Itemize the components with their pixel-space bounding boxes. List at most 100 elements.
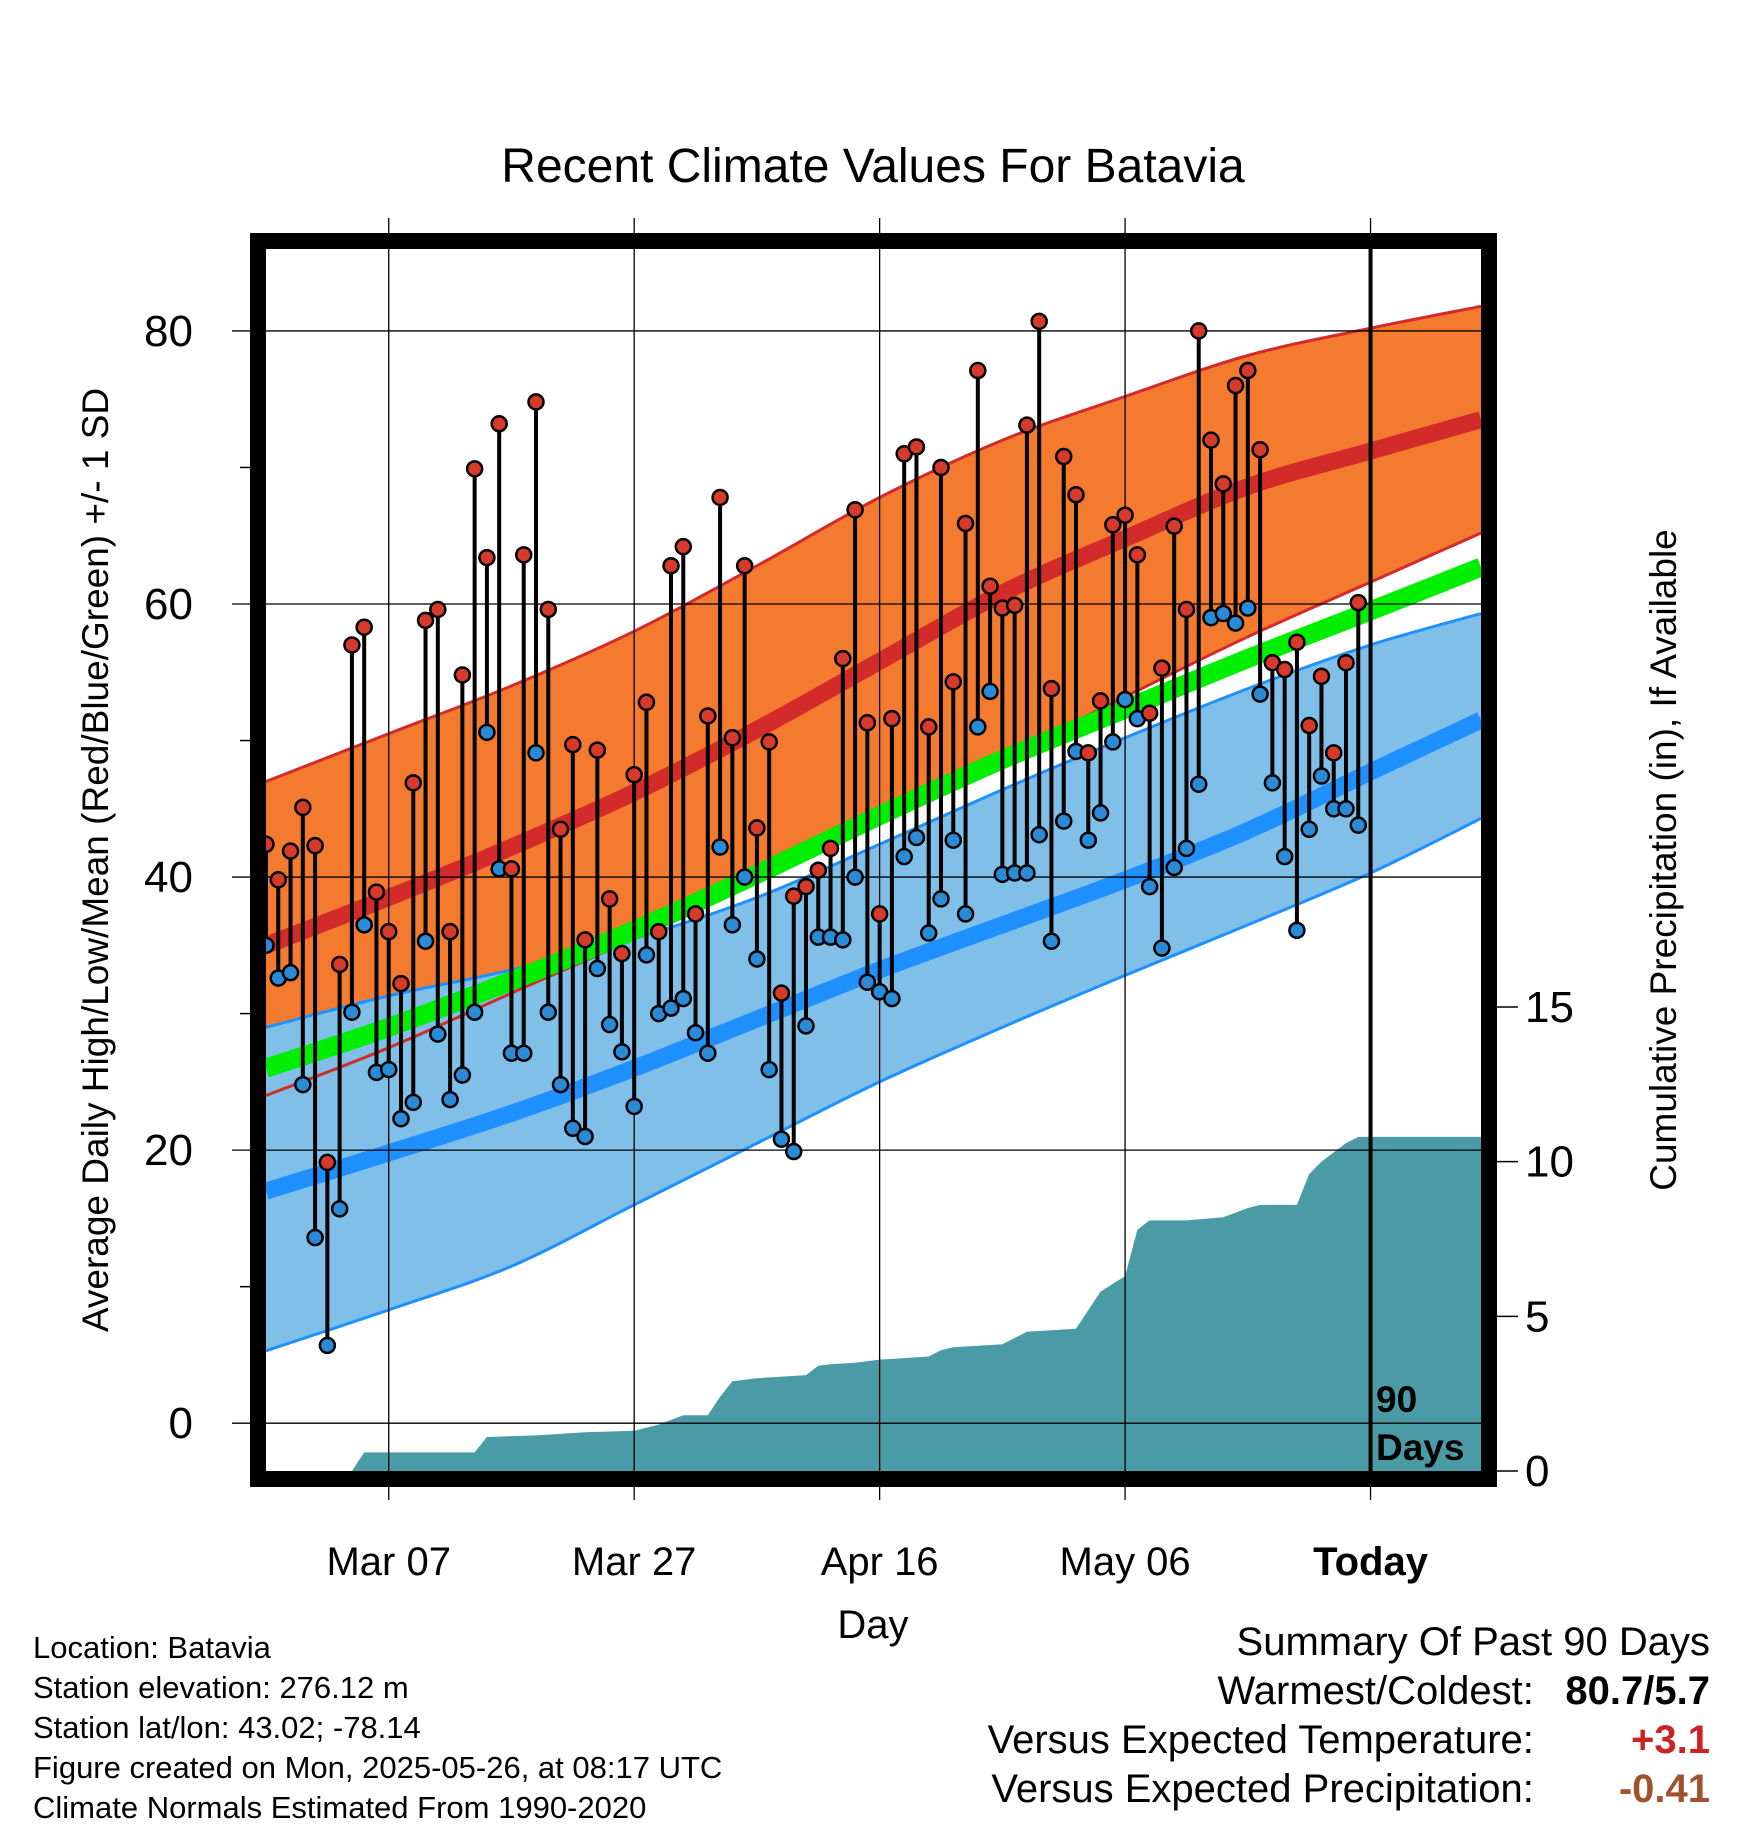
daily-low-point xyxy=(686,1023,705,1042)
today-label-line2: Days xyxy=(1376,1427,1464,1468)
daily-low-point xyxy=(1239,599,1257,617)
daily-high-point xyxy=(281,842,300,860)
daily-low-point xyxy=(1189,775,1208,793)
y2-tick-label: 5 xyxy=(1525,1292,1549,1341)
daily-high-point xyxy=(907,438,926,456)
daily-high-point xyxy=(1288,633,1306,651)
daily-low-point xyxy=(514,1044,533,1062)
daily-high-point xyxy=(674,537,693,556)
daily-low-point xyxy=(1177,839,1196,858)
daily-low-point xyxy=(551,1075,570,1094)
daily-low-point xyxy=(1018,864,1036,882)
temp-anomaly-value: +3.1 xyxy=(1631,1718,1710,1762)
daily-low-point xyxy=(907,828,926,847)
daily-high-point xyxy=(355,618,373,636)
daily-low-point xyxy=(379,1060,398,1079)
daily-high-point xyxy=(392,974,410,993)
normals-text: Climate Normals Estimated From 1990-2020 xyxy=(33,1790,647,1825)
daily-high-point xyxy=(1312,667,1331,686)
daily-low-point xyxy=(784,1142,803,1161)
daily-low-point xyxy=(1251,685,1269,703)
daily-low-point xyxy=(797,1017,815,1035)
daily-high-point xyxy=(330,955,349,974)
summary-panel: Summary Of Past 90 Days Warmest/Coldest:… xyxy=(988,1618,1710,1814)
daily-high-point xyxy=(367,883,386,901)
y2-tick-label: 0 xyxy=(1525,1447,1549,1496)
daily-high-point xyxy=(539,600,558,619)
daily-low-point xyxy=(1337,800,1355,818)
daily-high-point xyxy=(490,415,508,433)
daily-high-point xyxy=(649,922,668,941)
y-tick-label: 80 xyxy=(144,307,193,356)
daily-high-point xyxy=(772,984,791,1002)
daily-low-point xyxy=(588,959,607,978)
daily-low-point xyxy=(527,744,545,762)
daily-high-point xyxy=(932,458,950,477)
daily-high-point xyxy=(944,673,963,691)
daily-low-point xyxy=(600,1015,619,1034)
daily-high-point xyxy=(1165,517,1183,535)
daily-high-point xyxy=(969,361,987,380)
daily-high-point xyxy=(294,798,312,817)
daily-high-point xyxy=(981,577,999,595)
daily-high-point xyxy=(625,765,643,784)
daily-low-point xyxy=(1091,804,1110,822)
daily-low-point xyxy=(944,831,963,849)
summary-heading: Summary Of Past 90 Days xyxy=(1236,1620,1710,1664)
daily-high-point xyxy=(637,693,656,712)
daily-low-point xyxy=(969,718,987,736)
daily-low-point xyxy=(1165,858,1183,877)
daily-low-point xyxy=(306,1228,324,1247)
y2-tick-label: 10 xyxy=(1525,1138,1574,1187)
daily-low-point xyxy=(723,916,742,934)
daily-low-point xyxy=(760,1060,778,1079)
y2-axis-label: Cumulative Precipitation (in), If Availa… xyxy=(1643,529,1684,1191)
daily-low-point xyxy=(858,973,877,991)
daily-high-point xyxy=(1042,679,1061,698)
daily-low-point xyxy=(662,999,680,1017)
daily-high-point xyxy=(821,839,840,858)
daily-high-point xyxy=(834,649,852,668)
daily-low-point xyxy=(637,946,656,964)
precip-anomaly-value: -0.41 xyxy=(1618,1767,1710,1811)
daily-high-point xyxy=(1018,416,1036,434)
daily-high-point xyxy=(1091,692,1110,710)
daily-low-point xyxy=(1288,921,1306,940)
daily-high-point xyxy=(1054,447,1073,466)
daily-high-point xyxy=(1153,659,1171,677)
daily-low-point xyxy=(1116,690,1134,709)
y2-tick-label: 15 xyxy=(1525,983,1574,1032)
latlon-text: Station lat/lon: 43.02; -78.14 xyxy=(33,1710,421,1745)
daily-high-point xyxy=(416,611,435,630)
daily-low-point xyxy=(465,1003,484,1021)
daily-high-point xyxy=(1116,506,1134,524)
x-tick-label: Mar 07 xyxy=(326,1540,451,1584)
daily-high-point xyxy=(1202,431,1220,449)
daily-low-point xyxy=(1214,604,1233,623)
y-axis-label: Average Daily High/Low/Mean (Red/Blue/Gr… xyxy=(75,388,116,1332)
elevation-text: Station elevation: 276.12 m xyxy=(33,1670,409,1705)
daily-high-point xyxy=(600,890,619,908)
daily-high-point xyxy=(809,861,828,879)
daily-high-point xyxy=(858,714,877,732)
daily-low-point xyxy=(699,1044,717,1062)
daily-high-point xyxy=(613,944,631,963)
daily-low-point xyxy=(478,723,496,742)
daily-low-point xyxy=(956,905,975,923)
daily-high-point xyxy=(441,922,459,941)
daily-high-point xyxy=(453,666,472,684)
daily-low-point xyxy=(453,1066,472,1084)
daily-low-point xyxy=(735,868,754,886)
summary-precip-row: Versus Expected Precipitation: -0.41 xyxy=(988,1765,1710,1814)
x-tick-label: Today xyxy=(1313,1540,1429,1584)
daily-high-point xyxy=(1079,744,1098,762)
daily-low-point xyxy=(748,950,766,968)
daily-low-point xyxy=(429,1025,447,1043)
chart-title: Recent Climate Values For Batavia xyxy=(501,140,1245,193)
x-tick-label: Apr 16 xyxy=(821,1540,939,1584)
y-tick-label: 20 xyxy=(144,1126,193,1175)
daily-high-point xyxy=(343,636,361,654)
daily-high-point xyxy=(514,546,533,564)
daily-high-point xyxy=(1239,361,1257,380)
daily-low-point xyxy=(441,1090,459,1109)
